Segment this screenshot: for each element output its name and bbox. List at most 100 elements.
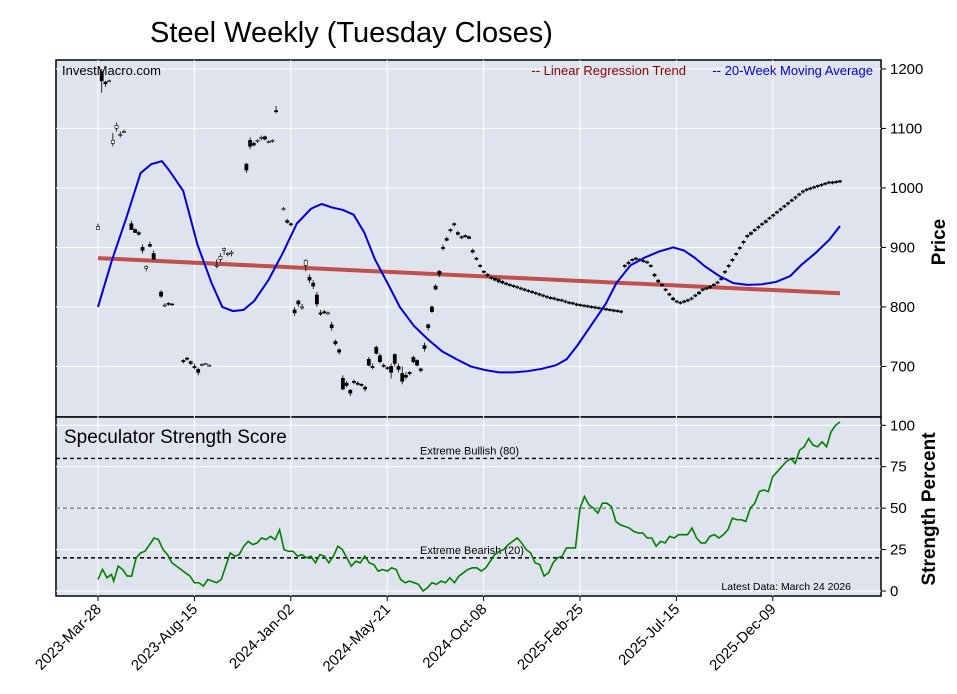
candle-body: [389, 366, 393, 373]
candle-body: [596, 307, 601, 310]
strength-layer: [97, 421, 841, 593]
candle-body: [274, 110, 278, 113]
strength-series-line: [97, 421, 841, 593]
candle-body: [804, 188, 809, 191]
candle-body: [741, 241, 746, 243]
candle-body: [496, 279, 501, 283]
x-tick-label: 2025-Jul-15: [615, 601, 683, 669]
candle-body: [515, 286, 520, 289]
candle-body: [118, 134, 123, 136]
candle-body: [255, 140, 260, 142]
candle-body: [563, 300, 568, 303]
legend-moving-average: -- 20-Week Moving Average: [712, 63, 873, 78]
strength-panel: [55, 416, 882, 597]
candle-body: [110, 140, 115, 144]
candle-body: [96, 226, 100, 230]
candle-body: [604, 308, 609, 311]
candle-body: [103, 81, 108, 85]
candle-body: [196, 369, 201, 373]
candle-body: [225, 253, 230, 255]
candle-body: [730, 259, 735, 261]
candle-body: [834, 181, 839, 183]
candle-body: [734, 253, 739, 255]
candle-body: [463, 235, 468, 238]
candle-body: [422, 345, 427, 349]
candle-body: [752, 229, 757, 232]
candle-body: [737, 247, 742, 249]
candle-body: [671, 297, 675, 301]
x-tick-label: 2024-Oct-08: [419, 601, 490, 672]
candle-body: [159, 291, 163, 297]
candle-body: [749, 232, 753, 235]
candle-body: [404, 375, 408, 378]
candle-body: [429, 306, 434, 312]
candle-body: [214, 264, 219, 267]
candle-body: [333, 341, 338, 345]
candle-body: [222, 248, 227, 251]
candle-body: [170, 303, 175, 306]
candle-body: [622, 264, 627, 267]
candle-body: [415, 360, 419, 366]
candle-body: [485, 273, 490, 277]
candle-body: [481, 270, 486, 273]
candle-body: [363, 386, 368, 390]
candle-body: [537, 293, 542, 296]
candle-body: [489, 276, 494, 279]
candle-body: [763, 220, 768, 223]
candle-body: [270, 140, 275, 142]
candle-body: [322, 311, 327, 314]
candle-body: [682, 300, 687, 303]
candle-body: [504, 282, 509, 285]
watermark: InvestMacro.com: [62, 63, 161, 78]
candle-body: [285, 220, 290, 223]
candle-body: [838, 180, 842, 183]
candle-body: [760, 223, 764, 226]
candle-body: [441, 247, 445, 249]
candle-body: [426, 324, 431, 329]
candle-body: [674, 300, 679, 303]
candle-body: [745, 235, 750, 238]
candle-body: [188, 361, 193, 364]
candle-body: [129, 223, 134, 230]
candle-body: [812, 186, 816, 189]
candle-body: [800, 190, 805, 193]
candle-body: [136, 232, 141, 235]
strength-y-tick-label: 50: [890, 500, 907, 517]
candle-body: [244, 163, 249, 171]
candle-body: [719, 278, 724, 280]
candle-body: [548, 297, 553, 299]
candle-body: [797, 193, 802, 196]
candle-body: [778, 208, 783, 211]
chart-title: Steel Weekly (Tuesday Closes): [150, 17, 553, 49]
candle-body: [567, 301, 572, 304]
candle-body: [318, 312, 323, 315]
candle-body: [593, 306, 598, 309]
candle-body: [411, 357, 416, 362]
candle-body: [500, 281, 505, 284]
candle-body: [826, 181, 831, 184]
candle-body: [292, 309, 297, 314]
trend-line: [97, 256, 841, 296]
x-tick-label: 2025-Dec-09: [706, 601, 779, 674]
candle-body: [452, 223, 457, 226]
candle-body: [296, 300, 301, 305]
reference-line-label: Extreme Bullish (80): [420, 445, 519, 457]
candle-body: [99, 71, 104, 82]
candle-body: [162, 304, 167, 307]
candle-body: [541, 294, 546, 297]
candle-body: [400, 373, 405, 382]
x-tick-label: 2025-Feb-25: [514, 601, 587, 674]
candle-body: [444, 238, 449, 241]
candle-body: [556, 298, 560, 301]
price-y-axis: 700 800 900 1000 1100 1200: [881, 61, 923, 375]
candle-body: [392, 354, 397, 364]
candle-body: [344, 382, 349, 386]
candle-body: [559, 299, 564, 302]
candle-body: [474, 257, 479, 260]
candle-body: [470, 250, 475, 253]
candle-body: [771, 214, 776, 217]
candle-body: [251, 143, 256, 146]
candle-body: [545, 295, 549, 298]
x-axis: 2023-Mar-28 2023-Aug-15 2024-Jan-02 2024-Ma…: [32, 596, 780, 675]
candle-body: [107, 80, 112, 83]
